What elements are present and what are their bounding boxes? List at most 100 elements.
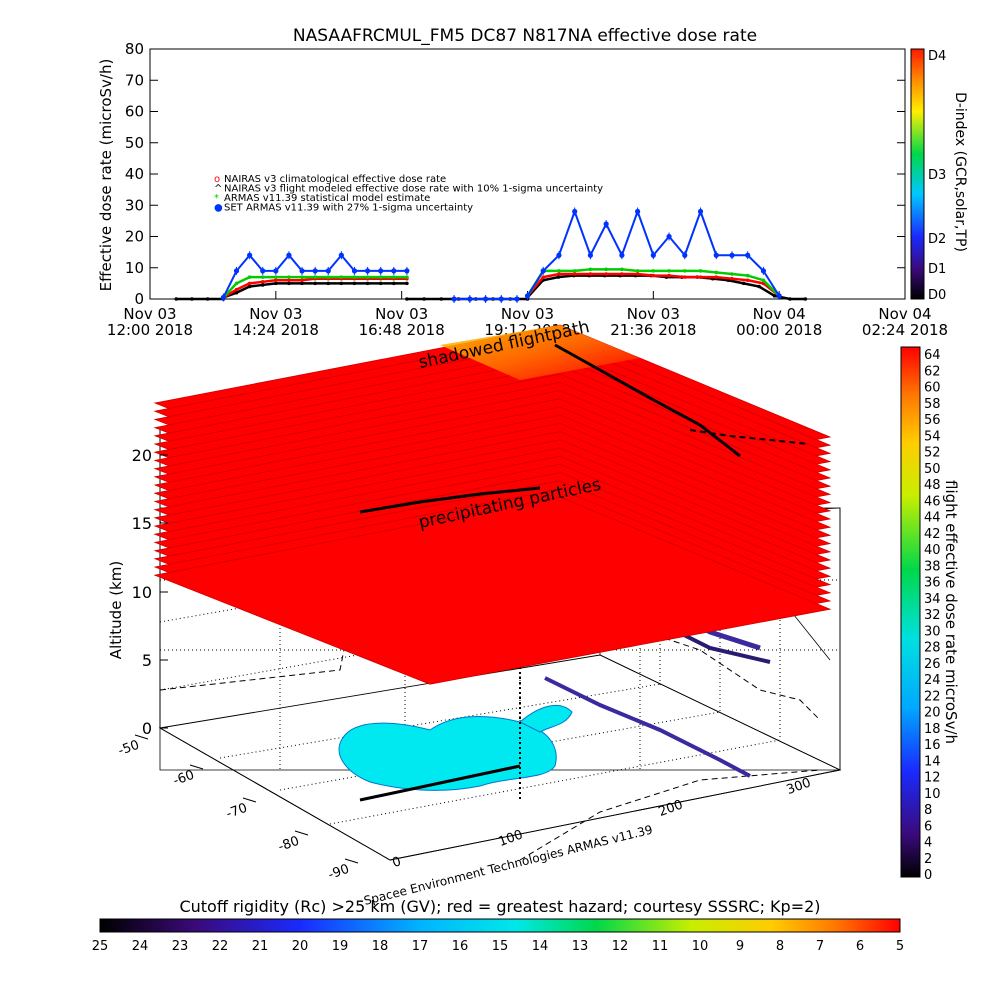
series-point (682, 275, 687, 279)
top-y-tick-label: 40 (125, 165, 144, 183)
cutoff-rigidity-colorbar (99, 918, 901, 933)
cutoff-rigidity-tick: 6 (856, 939, 864, 954)
series-0 (221, 272, 781, 300)
top-y-tick-label: 80 (125, 40, 144, 58)
series-point (405, 275, 409, 279)
dose-rate-colorbar-tick: 26 (924, 657, 941, 672)
top-series (174, 207, 808, 303)
series-point (730, 276, 734, 281)
top-x-tick-date: Nov 04 (878, 305, 931, 323)
d-index-tick: D0 (928, 288, 946, 303)
series-point (339, 275, 344, 279)
series-point (714, 270, 719, 275)
d-index-ticks: D0 D1 D2 D3 D4 (928, 49, 946, 303)
series-point (682, 269, 687, 273)
top-y-tick-label: 30 (125, 196, 144, 214)
dose-rate-colorbar-tick: 34 (924, 592, 941, 607)
floor-flight-path (359, 764, 521, 802)
series-point (260, 283, 265, 287)
cutoff-rigidity-tick: 21 (252, 939, 269, 954)
cutoff-rigidity-tick: 16 (452, 939, 469, 954)
dose-rate-colorbar-tick: 10 (924, 787, 941, 802)
cutoff-rigidity-tick: 15 (492, 939, 509, 954)
top-x-tick-time: 21:36 2018 (610, 321, 696, 339)
cutoff-rigidity-tick: 5 (896, 939, 904, 954)
dose-rate-colorbar-tick: 20 (924, 706, 941, 721)
sheet-hotspot (440, 325, 640, 380)
series-point (326, 281, 331, 286)
dose-rate-colorbar-tick: 6 (924, 819, 932, 834)
series-point (260, 280, 265, 284)
latitude-tick-label: -70 (224, 801, 249, 822)
legend-entry: ARMAS v11.39 statistical model estimate (224, 193, 430, 204)
series-point (287, 275, 291, 279)
series-point (234, 290, 239, 295)
dose-rate-colorbar-tick: 52 (924, 446, 941, 461)
top-x-tick-time: 14:24 2018 (233, 321, 319, 339)
series-point (651, 269, 656, 273)
cutoff-rigidity-tick: 12 (612, 939, 629, 954)
dose-rate-colorbar-tick: 24 (924, 673, 941, 688)
dose-rate-colorbar-tick: 0 (924, 868, 932, 883)
series-point (604, 272, 608, 276)
top-y-axis-label: Effective dose rate (microSv/h) (97, 59, 115, 292)
peninsula-map (519, 704, 573, 733)
dose-rate-colorbar-tick: 62 (924, 364, 941, 379)
latitude-tick-label: -80 (276, 834, 301, 855)
series-point (698, 275, 703, 279)
dose-rate-colorbar-tick: 60 (924, 381, 941, 396)
series-point (635, 269, 640, 273)
series-point (667, 273, 671, 278)
series-point (365, 281, 370, 286)
cutoff-rigidity-tick: 19 (332, 939, 349, 954)
altitude-ticks: 0 5 10 15 20 (132, 446, 168, 738)
top-x-tick-date: Nov 03 (627, 305, 680, 323)
dose-rate-colorbar-tick: 32 (924, 608, 941, 623)
series-point (557, 269, 561, 273)
d-index-colorbar (910, 48, 925, 300)
series-point (339, 281, 344, 286)
d-index-tick: D3 (928, 168, 946, 183)
latitude-tick-label: -90 (326, 862, 351, 883)
shadowed-flightpath-line (554, 343, 741, 458)
latitude-tick (242, 797, 257, 803)
dose-rate-colorbar-ticks: 0246810121416182022242628303234363840424… (924, 348, 941, 883)
latitude-tick (189, 764, 204, 770)
series-point (439, 297, 444, 301)
dose-rate-colorbar-tick: 50 (924, 462, 941, 477)
altitude-axis-label: Altitude (km) (107, 561, 125, 659)
d-index-tick: D4 (928, 49, 946, 64)
top-x-tick-time: 12:00 2018 (107, 321, 193, 339)
top-legend: o NAIRAS v3 climatological effective dose… (214, 174, 603, 214)
precipitating-flightpath-line (359, 486, 541, 514)
series-point (313, 281, 317, 286)
dose-rate-colorbar-tick: 42 (924, 527, 941, 542)
dose-rate-colorbar-tick: 36 (924, 576, 941, 591)
series-point (352, 281, 357, 286)
series-point (392, 281, 396, 286)
dose-rate-colorbar-tick: 64 (924, 348, 941, 363)
dose-rate-colorbar-tick: 40 (924, 543, 941, 558)
cutoff-rigidity-tick: 22 (212, 939, 229, 954)
series-point (635, 272, 640, 276)
dose-rate-colorbar-tick: 18 (924, 722, 941, 737)
dose-rate-colorbar-tick: 14 (924, 754, 941, 769)
cutoff-rigidity-tick: 10 (692, 939, 709, 954)
dose-rate-colorbar-tick: 22 (924, 689, 941, 704)
series-point (745, 278, 750, 283)
latitude-ticks: -50 -60 -70 -80 -90 (116, 734, 359, 883)
d-index-tick: D2 (928, 232, 946, 247)
series-point (741, 281, 746, 286)
series-point (378, 281, 383, 286)
top-y-tick-label: 50 (125, 134, 144, 152)
top-x-tick-time: 02:24 2018 (862, 321, 948, 339)
floor-trace (519, 769, 821, 861)
cutoff-rigidity-tick: 11 (652, 939, 669, 954)
series-point (651, 273, 656, 278)
altitude-tick-label: 10 (132, 583, 152, 602)
latitude-tick (134, 734, 149, 740)
longitude-tick-label: 100 (497, 827, 525, 850)
cutoff-rigidity-tick: 25 (92, 939, 109, 954)
series-point (698, 269, 703, 273)
